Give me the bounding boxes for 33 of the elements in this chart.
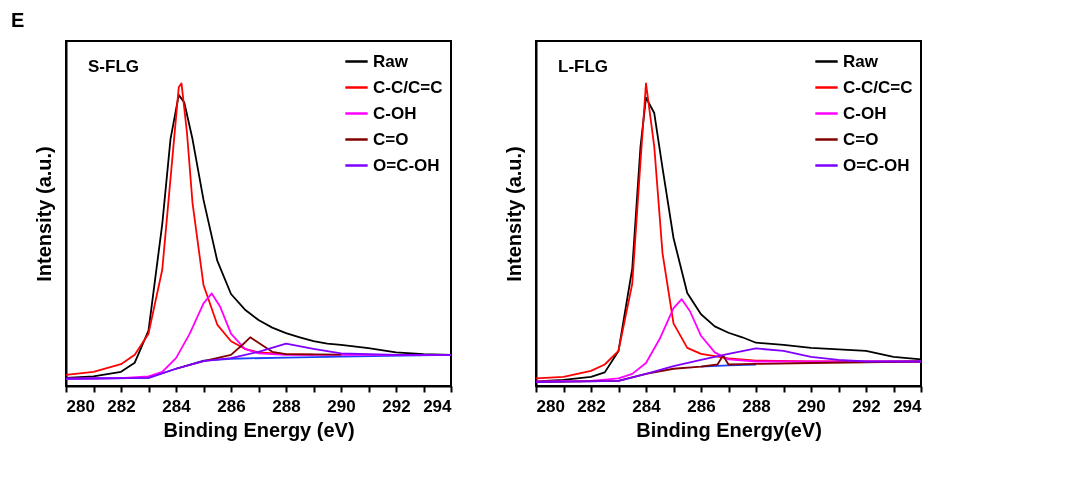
x-axis-title: Binding Energy(eV): [636, 418, 822, 441]
chart-title: E: [11, 9, 25, 31]
x-tick-label: 282: [107, 396, 136, 416]
x-tick-label: 286: [217, 396, 246, 416]
x-tick-label: 292: [382, 396, 411, 416]
x-tick-label: 280: [66, 396, 95, 416]
text: S-FLG: [88, 57, 139, 76]
legend-label: O=C-OH: [843, 155, 910, 175]
text: L-FLG: [558, 57, 609, 76]
legend-label: C=O: [843, 129, 879, 149]
x-tick-label: 282: [577, 396, 606, 416]
x-tick-label: 294: [423, 396, 453, 416]
x-axis-title: Binding Energy (eV): [163, 418, 355, 441]
x-tick-label: 288: [742, 396, 771, 416]
legend-label: C-OH: [373, 103, 417, 123]
x-tick-label: 288: [272, 396, 301, 416]
x-tick-label: 280: [536, 396, 565, 416]
y-axis-title: Intensity (a.u.): [502, 146, 525, 282]
x-tick-label: 290: [327, 396, 356, 416]
x-tick-label: 284: [632, 396, 662, 416]
x-tick-label: 294: [893, 396, 923, 416]
legend-label: O=C-OH: [373, 155, 440, 175]
legend-label: Raw: [373, 51, 409, 71]
legend-label: C-C/C=C: [373, 77, 443, 97]
x-tick-label: 292: [852, 396, 881, 416]
legend-label: C-C/C=C: [843, 77, 913, 97]
legend-label: C-OH: [843, 103, 887, 123]
legend-label: Raw: [843, 51, 879, 71]
x-tick-label: 284: [162, 396, 192, 416]
legend-label: C=O: [373, 129, 409, 149]
x-tick-label: 290: [797, 396, 826, 416]
x-tick-label: 286: [687, 396, 716, 416]
y-axis-title: Intensity (a.u.): [32, 146, 55, 282]
